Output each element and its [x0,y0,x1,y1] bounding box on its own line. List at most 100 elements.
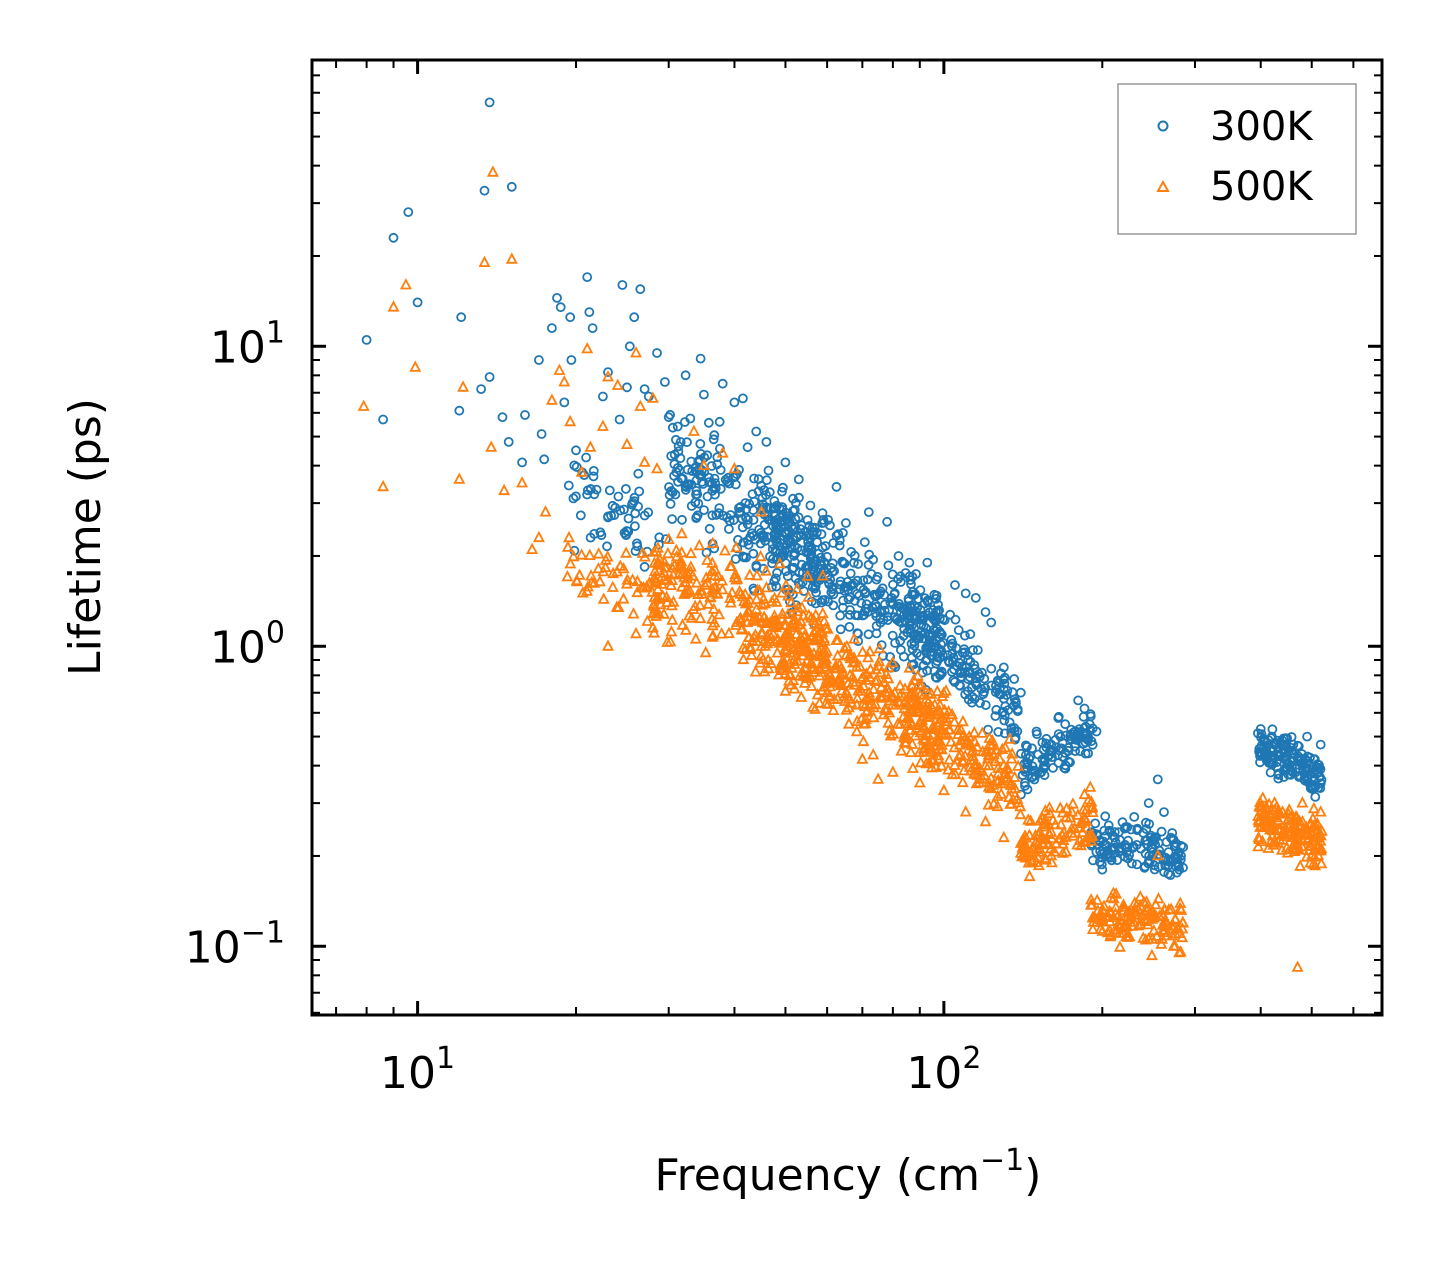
data-point-300K [1020,781,1030,791]
data-point-300K [703,417,714,428]
data-point-500K [1054,801,1067,813]
data-point-500K [1270,800,1283,812]
data-point-300K [589,489,600,500]
data-point-500K [1291,814,1304,827]
data-point-500K [984,781,997,793]
data-point-500K [819,660,832,672]
data-point-500K [575,548,588,560]
data-point-300K [697,476,707,487]
data-point-300K [759,520,770,530]
data-point-500K [867,748,880,760]
data-point-500K [1032,858,1045,871]
data-point-300K [710,478,721,489]
data-point-300K [887,630,898,641]
data-point-300K [1292,740,1303,751]
data-point-300K [903,596,914,606]
data-point-500K [387,300,400,312]
data-point-500K [920,705,933,718]
data-point-500K [1003,774,1016,786]
data-point-300K [863,629,874,640]
data-point-300K [624,341,635,352]
data-point-500K [816,625,829,637]
data-point-500K [860,705,873,717]
data-point-500K [886,655,899,668]
data-point-500K [1256,791,1269,803]
data-point-500K [678,587,691,599]
data-point-500K [942,763,955,775]
data-point-500K [1129,905,1142,917]
data-point-300K [769,496,780,506]
data-point-300K [673,446,684,457]
data-point-500K [784,618,797,631]
data-point-500K [808,660,821,673]
data-point-500K [1155,937,1168,949]
data-point-500K [377,479,390,492]
data-point-500K [1082,792,1095,805]
data-point-500K [728,461,741,474]
data-point-500K [838,694,851,706]
data-point-300K [1046,745,1057,756]
data-point-300K [889,589,900,600]
data-point-500K [1071,808,1084,820]
data-point-300K [947,641,957,652]
data-point-500K [724,559,737,571]
data-point-300K [1103,852,1114,862]
data-point-300K [822,551,832,562]
data-point-500K [953,749,966,761]
data-point-300K [1303,766,1314,777]
data-point-500K [992,773,1005,786]
data-point-300K [1146,830,1156,841]
data-point-300K [654,532,665,543]
data-point-300K [565,312,576,323]
data-point-300K [996,668,1006,679]
data-point-500K [1275,843,1288,855]
data-point-500K [653,552,666,565]
data-point-300K [743,515,753,525]
data-point-500K [943,753,956,765]
data-point-300K [692,489,703,500]
data-point-500K [658,572,671,584]
data-point-500K [860,673,873,685]
data-point-500K [1025,854,1038,866]
data-point-500K [1096,902,1109,915]
data-point-300K [1073,695,1084,706]
data-point-300K [828,538,839,548]
data-point-500K [399,278,412,290]
data-point-500K [1301,833,1314,845]
data-point-500K [1256,834,1269,846]
data-point-500K [545,393,558,405]
data-point-500K [863,670,876,682]
data-point-500K [935,742,948,755]
data-point-500K [567,549,580,562]
data-point-500K [816,636,829,648]
data-point-300K [619,504,629,515]
legend-label-500K: 500K [1210,164,1314,210]
data-point-300K [602,541,612,552]
data-point-500K [827,703,840,715]
data-point-500K [648,556,661,568]
data-point-300K [946,634,957,645]
data-point-500K [686,569,699,581]
data-point-500K [989,754,1002,766]
data-point-500K [1056,837,1069,849]
data-point-300K [672,421,683,432]
data-point-500K [1038,817,1051,830]
data-point-300K [872,571,883,582]
data-point-500K [779,667,792,679]
data-point-300K [536,429,547,439]
data-point-500K [516,476,529,488]
data-point-500K [1294,859,1307,871]
data-point-500K [867,710,880,723]
data-point-300K [686,501,697,511]
data-point-300K [1009,674,1020,684]
x-axis-label-superscript: −1 [980,1143,1024,1178]
data-point-500K [850,698,863,710]
data-point-500K [878,675,891,687]
data-point-300K [802,515,813,525]
data-point-300K [841,518,851,528]
y-tick-label: 10−1 [185,915,285,973]
data-point-300K [361,334,372,345]
data-point-300K [962,650,973,660]
data-point-300K [1100,811,1111,822]
data-point-300K [685,413,696,424]
